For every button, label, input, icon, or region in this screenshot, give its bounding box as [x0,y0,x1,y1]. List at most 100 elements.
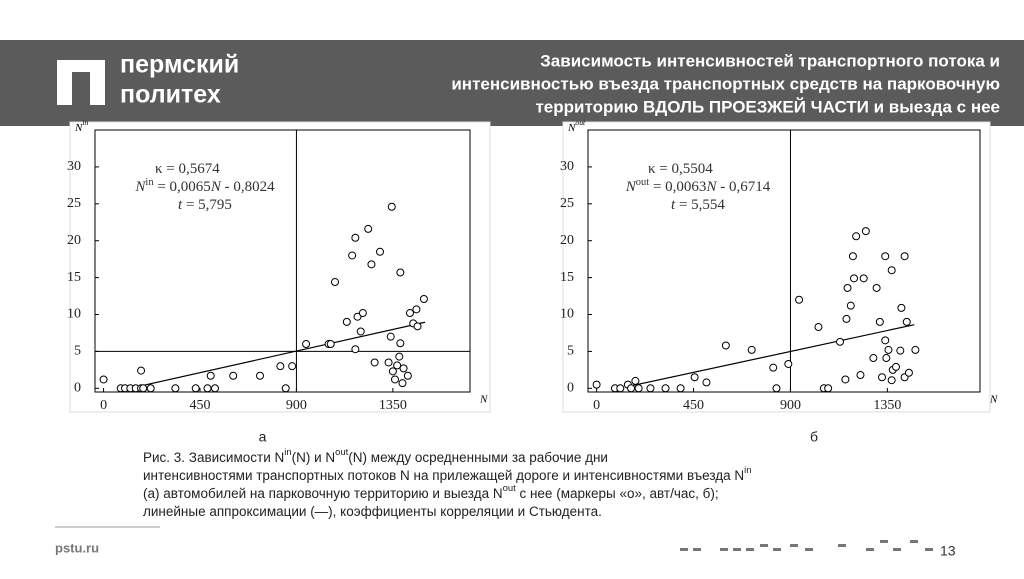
text-part: in [145,177,154,188]
trend-line [135,321,426,388]
data-point [348,251,357,260]
data-point [627,384,636,393]
y-tick-label: 25 [67,196,81,211]
x-tick-label: 450 [683,398,704,413]
slide-title: территорию ВДОЛЬ ПРОЕЗЖЕЙ ЧАСТИ и выезда… [535,97,1000,116]
text-part: = 0,0063 [649,179,706,195]
data-point [206,371,215,380]
data-point [846,301,855,310]
x-tick-label: 0 [593,398,600,413]
data-point [897,303,906,312]
data-point [616,384,625,393]
data-point [592,380,601,389]
text-part: κ = 0,5674 [155,161,220,177]
data-point [412,305,421,314]
data-point [824,384,833,393]
x-tick-label: 1350 [379,398,407,413]
data-point [276,362,285,371]
annotation: Nout = 0,0063N - 0,6714 [625,177,771,196]
data-point [896,346,905,355]
data-point [861,227,870,236]
x-tick-label: 900 [286,398,307,413]
y-axis-label: Nin [74,118,88,133]
text-part: - 0,6714 [716,179,770,195]
data-point [370,358,379,367]
text-part: N [567,122,576,134]
data-point [856,371,865,380]
data-point [881,252,890,261]
data-point [841,375,850,384]
x-axis-label: N [989,394,998,406]
text-part: = 5,795 [182,197,232,213]
data-point [288,362,297,371]
data-point [634,384,643,393]
text-part: N [210,179,222,195]
data-point [887,266,896,275]
text-part: с нее (маркеры «о», авт/час, б); [516,486,719,501]
y-tick-label: 15 [560,270,574,285]
caption-line: (а) автомобилей на парковочную территори… [143,483,719,501]
data-point [772,384,781,393]
data-point [419,295,428,304]
text-part: (N) [348,450,367,465]
data-point [403,371,412,380]
plot-frame [94,129,471,393]
data-point [836,337,844,346]
data-point [384,358,393,367]
y-tick-label: 10 [560,307,574,322]
y-tick-label: 0 [567,381,574,396]
data-point [882,354,891,363]
text-part: t [671,197,676,213]
slide-title: интенсивностью въезда транспортных средс… [451,74,1000,93]
data-point [396,339,405,348]
data-point [878,373,886,382]
data-point [191,384,200,393]
data-point [843,283,852,292]
data-point [326,340,335,349]
x-axis-label: N [479,394,488,406]
data-point [203,384,212,393]
data-point [631,376,640,385]
text-part: (а) автомобилей на парковочную территори… [143,486,493,501]
data-point [387,202,396,211]
data-point [747,345,756,354]
plot-frame [587,129,981,393]
data-point [887,376,896,385]
data-point [356,327,365,336]
data-point [881,336,890,345]
annotation: t = 5,795 [178,197,232,213]
annotation: t = 5,554 [671,197,725,213]
data-point [875,317,884,326]
data-point [850,274,858,283]
y-tick-label: 15 [67,270,81,285]
x-tick-label: 0 [100,398,107,413]
logo-icon [57,60,105,105]
text-part: out [636,177,650,188]
data-point [661,384,670,393]
data-point [342,317,351,326]
data-point [784,359,793,368]
caption-line: интенсивностями транспортных потоков N н… [143,465,752,483]
data-point [902,317,911,326]
data-point [852,232,861,241]
data-point [211,384,219,393]
data-point [137,366,146,375]
data-point [171,384,180,393]
data-point [842,314,851,323]
data-point [900,252,909,261]
data-point [690,373,699,382]
y-tick-label: 30 [67,159,81,174]
text-part: интенсивностями транспортных потоков N н… [143,468,734,483]
text-part: N [275,450,285,465]
text-part: = 5,554 [675,197,725,213]
data-point [139,384,148,393]
text-part: N [625,179,637,195]
data-point [99,375,108,384]
data-point [814,323,823,332]
data-point [676,384,685,393]
text-part: между осредненными за рабочие дни [367,450,608,465]
data-point [146,384,155,393]
header-band [0,40,1024,126]
data-point [646,384,655,393]
